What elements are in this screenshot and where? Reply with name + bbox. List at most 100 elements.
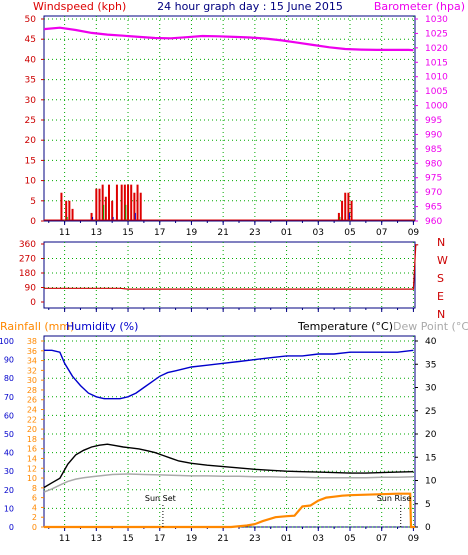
rain-ytick-label: 32 — [27, 366, 37, 375]
direction-ytick-label: 180 — [19, 269, 36, 279]
direction-ytick-label: 270 — [19, 255, 36, 265]
climate-panel-xtick-label: 17 — [154, 534, 165, 544]
wind-panel-xtick-label: 09 — [408, 228, 420, 238]
baro-ytick-label: 965 — [425, 203, 442, 213]
direction-panel-frame — [43, 241, 416, 309]
compass-label: S — [437, 272, 444, 285]
humidity-ytick-label: 60 — [4, 411, 14, 420]
humidity-ytick-label: 100 — [0, 337, 14, 346]
humidity-ytick-label: 70 — [4, 393, 14, 402]
baro-ytick-label: 1015 — [425, 58, 448, 68]
wind-ytick-label: 0 — [30, 217, 36, 227]
wind-panel-xtick-label: 19 — [186, 228, 198, 238]
baro-ytick-label: 980 — [425, 159, 442, 169]
chart-title: 24 hour graph day : 15 June 2015 — [157, 0, 343, 13]
rain-ytick-label: 26 — [27, 396, 37, 405]
wind-ytick-label: 25 — [25, 116, 36, 126]
baro-ytick-label: 1005 — [425, 87, 448, 97]
climate-panel-xtick-label: 05 — [344, 534, 355, 544]
wind-panel-xtick-label: 21 — [217, 228, 228, 238]
wind-panel-xtick-label: 15 — [122, 228, 133, 238]
compass-label: N — [437, 308, 445, 321]
compass-label: N — [437, 236, 445, 249]
humidity-ytick-label: 80 — [4, 374, 14, 383]
wind-ytick-label: 50 — [25, 15, 37, 25]
barometer-axis-label: Barometer (hpa) — [374, 0, 465, 13]
baro-ytick-label: 1025 — [425, 29, 448, 39]
climate-panel-xtick-label: 15 — [122, 534, 133, 544]
wind-ytick-label: 45 — [25, 35, 36, 45]
climate-panel-xtick-label: 11 — [59, 534, 70, 544]
humidity-ytick-label: 90 — [4, 356, 14, 365]
barometer-line — [43, 26, 414, 52]
wind-ytick-label: 35 — [25, 76, 36, 86]
humidity-ytick-label: 30 — [4, 467, 14, 476]
humidity-ytick-label: 0 — [9, 523, 14, 532]
temperature-line — [43, 443, 414, 489]
wind-ytick-label: 30 — [25, 96, 37, 106]
wind-panel-xtick-label: 23 — [249, 228, 260, 238]
rain-ytick-label: 38 — [27, 337, 37, 346]
rain-ytick-label: 36 — [27, 347, 37, 356]
rain-ytick-label: 34 — [27, 357, 37, 366]
rain-ytick-label: 22 — [27, 415, 37, 424]
wind-ytick-label: 15 — [25, 156, 36, 166]
rain-ytick-label: 30 — [27, 376, 37, 385]
climate-panel-xtick-label: 03 — [313, 534, 324, 544]
rain-ytick-label: 18 — [27, 435, 37, 444]
temp-ytick-label: 15 — [425, 453, 436, 463]
baro-ytick-label: 995 — [425, 116, 442, 126]
wind-ytick-label: 40 — [25, 55, 37, 65]
baro-ytick-label: 1030 — [425, 15, 448, 25]
dew-point-axis-label: Dew Point (°C) — [393, 320, 468, 333]
rain-ytick-label: 16 — [27, 445, 37, 454]
temp-ytick-label: 40 — [425, 337, 437, 347]
baro-ytick-label: 1010 — [425, 73, 448, 83]
sunrise-label: Sun Rise — [377, 494, 412, 503]
wind-ytick-label: 10 — [25, 177, 37, 187]
baro-ytick-label: 985 — [425, 145, 442, 155]
humidity-axis-label: Humidity (%) — [66, 320, 138, 333]
wind-ytick-label: 5 — [30, 197, 36, 207]
temp-ytick-label: 20 — [425, 430, 437, 440]
rain-ytick-label: 6 — [32, 494, 37, 503]
rain-ytick-label: 4 — [32, 503, 37, 512]
temp-ytick-label: 5 — [425, 500, 431, 510]
wind-panel-xtick-label: 01 — [281, 228, 292, 238]
rain-ytick-label: 12 — [27, 464, 37, 473]
rainfall-axis-label: Rainfall (mm) — [0, 320, 74, 333]
baro-ytick-label: 975 — [425, 174, 442, 184]
temp-ytick-label: 35 — [425, 360, 436, 370]
rain-ytick-label: 0 — [32, 523, 37, 532]
climate-panel-xtick-label: 23 — [249, 534, 260, 544]
rain-ytick-label: 14 — [27, 454, 37, 463]
humidity-line — [44, 349, 414, 400]
rain-ytick-label: 28 — [27, 386, 37, 395]
compass-label: E — [437, 290, 444, 303]
climate-panel-xtick-label: 01 — [281, 534, 292, 544]
wind-panel-xtick-label: 13 — [91, 228, 102, 238]
sunset-label: Sun Set — [145, 494, 176, 503]
direction-ytick-label: 90 — [25, 284, 37, 294]
wind-direction-line — [44, 244, 419, 290]
temp-ytick-label: 10 — [425, 477, 437, 487]
rain-ytick-label: 8 — [32, 484, 37, 493]
rain-ytick-label: 10 — [27, 474, 37, 483]
climate-panel-xtick-label: 21 — [217, 534, 228, 544]
windspeed-axis-label: Windspeed (kph) — [33, 0, 126, 13]
wind-panel-xtick-label: 11 — [59, 228, 70, 238]
dew-point-line — [43, 473, 414, 493]
temp-ytick-label: 30 — [425, 384, 437, 394]
climate-panel-xtick-label: 13 — [91, 534, 102, 544]
rainfall-line — [44, 492, 415, 529]
baro-ytick-label: 970 — [425, 188, 442, 198]
humidity-ytick-label: 40 — [4, 449, 14, 458]
wind-panel-xtick-label: 05 — [344, 228, 355, 238]
wind-ytick-label: 20 — [25, 136, 37, 146]
rain-ytick-label: 2 — [32, 513, 37, 522]
climate-panel-frame — [43, 335, 416, 528]
climate-panel-xtick-label: 19 — [186, 534, 198, 544]
wind-panel-xtick-label: 07 — [376, 228, 387, 238]
compass-label: W — [437, 254, 448, 267]
